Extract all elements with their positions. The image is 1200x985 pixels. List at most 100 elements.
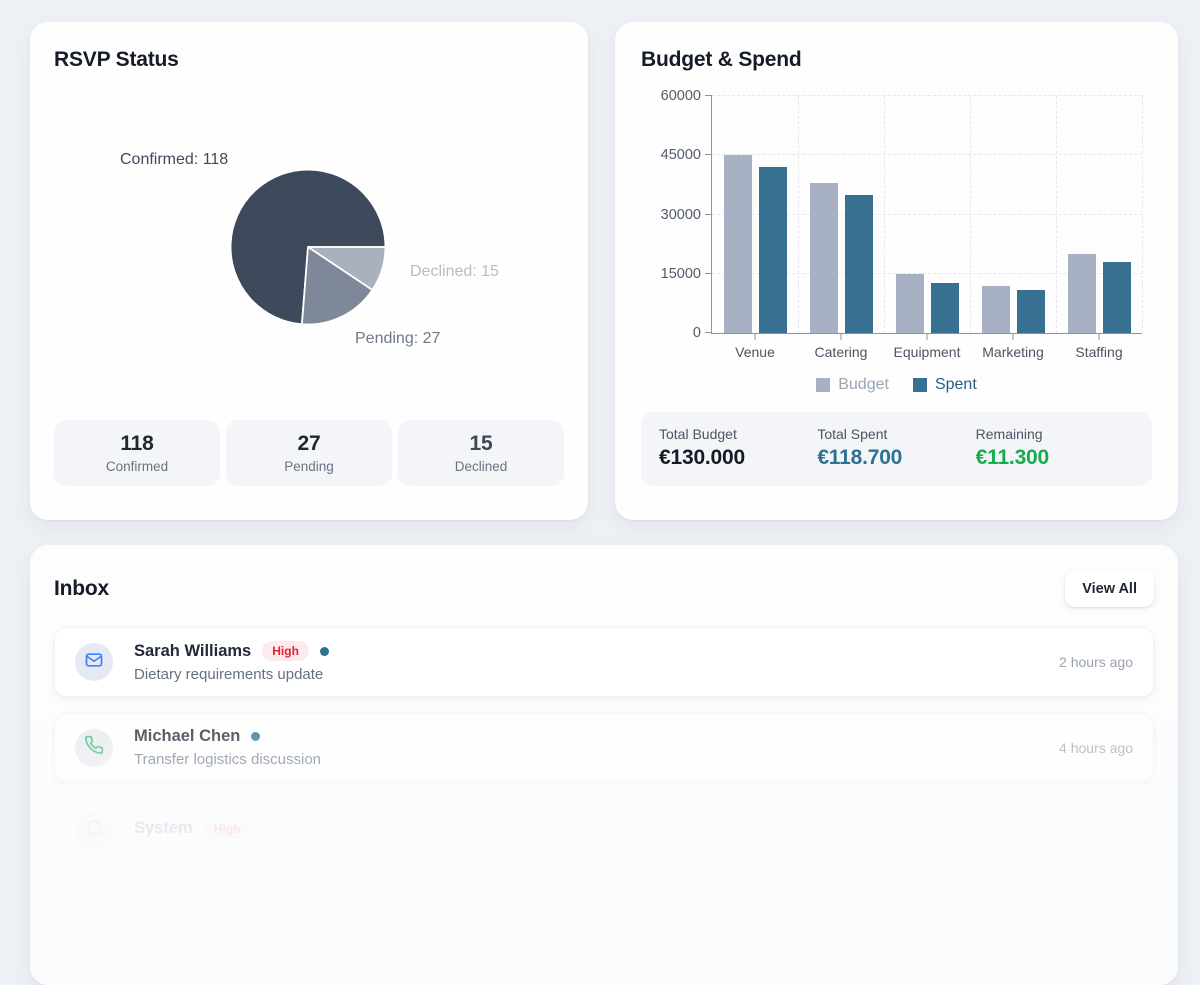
y-axis-tick <box>705 154 712 156</box>
priority-badge: High <box>262 641 309 661</box>
total-spent: Total Spent €118.700 <box>817 426 975 470</box>
inbox-header: Inbox View All <box>54 571 1154 607</box>
bar-budget-equipment <box>895 273 924 333</box>
gridline-horizontal <box>712 95 1142 96</box>
unread-indicator <box>251 732 261 741</box>
mail-icon <box>84 650 104 675</box>
gridline-horizontal <box>712 213 1142 215</box>
priority-badge: High <box>203 818 251 839</box>
bar-group-catering <box>798 96 884 333</box>
unread-indicator <box>319 646 329 656</box>
y-axis-label: 60000 <box>660 88 701 104</box>
y-axis-label: 45000 <box>660 147 701 164</box>
pie-slice-pending <box>301 246 374 326</box>
bar-chart-plot-area: 0 15000 30000 45000 60000 Venue Catering Equipm… <box>661 88 1143 360</box>
x-axis-label: Staffing <box>1075 344 1123 360</box>
message-subject: Transfer logistics discussion <box>134 751 322 768</box>
stat-declined-label: Declined <box>454 459 508 474</box>
stat-declined: 15 Declined <box>398 420 564 486</box>
stat-confirmed-label: Confirmed <box>105 459 169 474</box>
bar-spent-marketing <box>1016 289 1045 333</box>
x-axis-tick <box>754 333 756 340</box>
total-remaining-value: €11.300 <box>975 446 1050 469</box>
total-remaining: Remaining €11.300 <box>976 426 1134 470</box>
stat-pending: 27 Pending <box>226 420 392 486</box>
bar-group-venue <box>712 96 798 333</box>
view-all-button[interactable]: View All <box>1065 571 1154 607</box>
bar-budget-staffing <box>1067 254 1096 333</box>
stat-confirmed: 118 Confirmed <box>54 420 220 486</box>
legend-swatch-spent <box>912 378 927 392</box>
message-sender: Michael Chen <box>134 727 241 745</box>
gridline-vertical <box>1056 96 1057 333</box>
inbox-message-row[interactable]: Sarah Williams High Dietary requirements… <box>54 627 1154 697</box>
inbox-message-row[interactable]: Michael Chen Transfer logistics discussi… <box>54 713 1154 782</box>
gridline-horizontal <box>712 154 1142 156</box>
y-axis-tick <box>705 95 712 96</box>
y-axis-tick <box>705 332 712 333</box>
y-axis-tick <box>705 213 712 215</box>
gridline-vertical <box>970 96 971 333</box>
legend-label-budget: Budget <box>838 376 889 393</box>
message-timestamp: 4 hours ago <box>1059 739 1133 756</box>
budget-totals-strip: Total Budget €130.000 Total Spent €118.7… <box>641 412 1152 486</box>
message-topline: Michael Chen <box>134 727 1043 746</box>
message-sender: System <box>134 819 193 837</box>
budget-card-title: Budget & Spend <box>641 48 802 71</box>
message-avatar <box>75 812 113 850</box>
bar-budget-marketing <box>981 285 1010 333</box>
y-axis-tick <box>705 272 712 274</box>
inbox-message-row[interactable]: System High <box>54 798 1154 864</box>
bar-spent-staffing <box>1102 261 1131 333</box>
total-remaining-label: Remaining <box>975 426 1043 442</box>
rsvp-stats-row: 118 Confirmed 27 Pending 15 Declined <box>54 420 564 486</box>
message-content: Sarah Williams High Dietary requirements… <box>134 641 1043 683</box>
x-axis-label: Marketing <box>982 344 1044 360</box>
legend-swatch-budget <box>816 378 831 392</box>
pie-chart-svg <box>229 168 387 326</box>
message-sender: Sarah Williams <box>134 641 252 660</box>
message-avatar <box>75 728 113 767</box>
x-axis-label: Venue <box>735 344 775 360</box>
y-axis-label: 15000 <box>660 265 701 282</box>
bar-group-equipment <box>884 96 970 333</box>
bar-spent-venue <box>758 167 787 333</box>
rsvp-pie-chart: Confirmed: 118 Declined: 15 Pending: 27 <box>54 72 564 412</box>
bar-groups <box>712 96 1142 333</box>
x-axis-label: Equipment <box>893 344 961 360</box>
total-budget-label: Total Budget <box>659 426 737 442</box>
message-topline: System High <box>134 818 1117 839</box>
stat-pending-value: 27 <box>297 432 321 455</box>
gridline-vertical <box>798 96 799 333</box>
stat-declined-value: 15 <box>469 432 493 455</box>
bar-budget-venue <box>723 155 752 333</box>
y-axis-label: 0 <box>692 325 701 341</box>
legend-item-spent: Spent <box>912 376 977 394</box>
gridline-vertical <box>884 96 885 333</box>
budget-bar-chart: 0 15000 30000 45000 60000 Venue Catering Equipm… <box>641 88 1152 360</box>
message-content: System High <box>134 818 1117 844</box>
total-budget-value: €130.000 <box>659 446 745 469</box>
budget-spend-card: Budget & Spend 0 15000 30000 45000 60000 Venu… <box>615 22 1178 520</box>
message-subject: Dietary requirements update <box>134 666 324 683</box>
rsvp-status-card: RSVP Status Confirmed: 118 Declined: 15 … <box>30 22 588 520</box>
phone-icon <box>84 735 104 760</box>
pie-label-pending: Pending: 27 <box>355 330 441 347</box>
x-axis-tick <box>840 333 842 340</box>
x-axis-label: Catering <box>814 344 868 360</box>
legend-item-budget: Budget <box>816 376 889 394</box>
message-content: Michael Chen Transfer logistics discussi… <box>134 727 1043 768</box>
legend-label-spent: Spent <box>934 376 977 393</box>
message-topline: Sarah Williams High <box>134 641 1043 661</box>
stat-confirmed-value: 118 <box>120 432 154 455</box>
inbox-card: Inbox View All Sarah Williams High Dieta… <box>30 545 1178 985</box>
x-axis-tick <box>1098 333 1100 340</box>
bar-spent-catering <box>844 194 873 333</box>
bar-group-staffing <box>1056 96 1142 333</box>
bar-spent-equipment <box>930 282 959 333</box>
total-spent-label: Total Spent <box>817 426 888 442</box>
pie-label-declined: Declined: 15 <box>410 263 499 280</box>
y-axis-label: 30000 <box>660 206 701 223</box>
inbox-title: Inbox <box>54 577 109 600</box>
